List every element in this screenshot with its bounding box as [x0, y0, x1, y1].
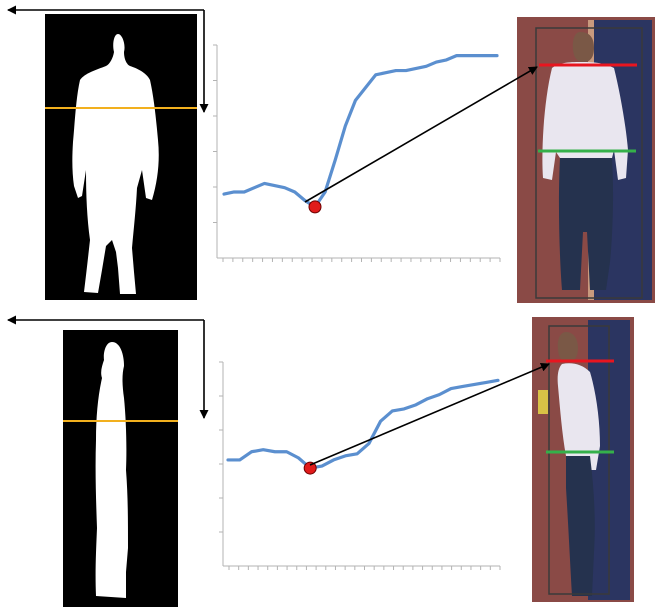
silhouette-figure	[95, 342, 128, 598]
profile-series-line	[226, 378, 500, 470]
photo-person-head	[572, 32, 594, 62]
photo-person-jeans	[566, 456, 595, 596]
panel-side-view	[7, 315, 634, 607]
data-points	[303, 461, 317, 475]
photo-bounding-box	[535, 27, 643, 299]
minimum-to-photo-arrow	[304, 66, 538, 203]
silhouette-back	[45, 14, 197, 300]
elbow-connector-back	[7, 5, 209, 113]
elbow-connector-side	[7, 315, 209, 419]
profile-chart-back	[213, 44, 501, 262]
axis-ticks	[219, 361, 501, 570]
profile-chart-side	[219, 361, 501, 570]
photo-bounding-box	[548, 325, 610, 595]
panel-back-view	[7, 5, 655, 303]
minimum-point-marker	[308, 200, 322, 214]
data-points	[308, 200, 322, 214]
series-group	[226, 378, 500, 470]
silhouette-side	[63, 330, 178, 607]
silhouette-figure	[72, 34, 159, 294]
photo-person-shirt	[557, 363, 600, 470]
photo-person-jeans	[558, 158, 614, 290]
photo-person-head	[557, 332, 578, 362]
photo-switch-panel	[538, 390, 548, 414]
minimum-to-photo-arrow	[309, 362, 550, 466]
series-group	[222, 54, 499, 209]
profile-series-line	[222, 54, 499, 209]
photo-side-view	[532, 317, 634, 602]
photo-back-view	[517, 17, 655, 303]
minimum-point-marker	[303, 461, 317, 475]
axis-ticks	[213, 44, 501, 262]
